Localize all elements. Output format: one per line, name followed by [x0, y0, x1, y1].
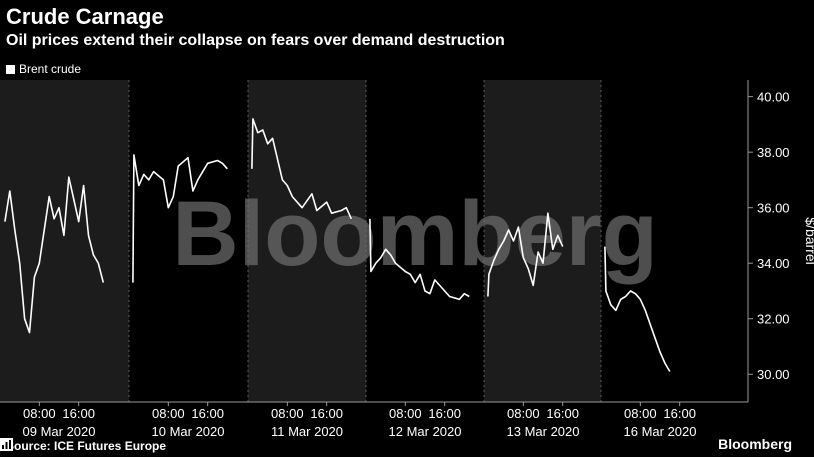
y-axis-title: $/barrel	[803, 217, 814, 264]
day-shade	[248, 80, 366, 402]
brand-label: Bloomberg	[718, 436, 792, 452]
x-time-label: 08:00	[507, 406, 540, 421]
x-time-label: 16:00	[663, 406, 696, 421]
series-line-segment	[4, 176, 105, 334]
x-date-label: 13 Mar 2020	[507, 424, 580, 439]
watermark-text: Bloomberg	[172, 183, 658, 285]
x-date-label: 16 Mar 2020	[624, 424, 697, 439]
y-tick-label: 36.00	[757, 201, 790, 216]
chart-subtitle: Oil prices extend their collapse on fear…	[6, 32, 505, 49]
legend-swatch	[6, 64, 15, 74]
series-line-segment	[132, 154, 228, 283]
x-date-label: 12 Mar 2020	[389, 424, 462, 439]
y-tick-label: 40.00	[757, 90, 790, 105]
legend-label: Brent crude	[19, 62, 82, 76]
x-time-label: 08:00	[23, 406, 56, 421]
y-tick-label: 30.00	[757, 367, 790, 382]
x-time-label: 08:00	[624, 406, 657, 421]
share-icon	[0, 438, 13, 451]
series-line-segment	[604, 246, 671, 372]
series-line-segment	[369, 218, 470, 301]
series-line-segment	[487, 212, 564, 297]
series-line-segment	[251, 118, 353, 220]
day-shade	[0, 80, 129, 402]
x-date-label: 11 Mar 2020	[271, 424, 343, 439]
legend: Brent crude	[6, 62, 81, 76]
x-time-label: 16:00	[428, 406, 461, 421]
x-date-label: 10 Mar 2020	[152, 424, 225, 439]
x-time-label: 16:00	[546, 406, 579, 421]
y-tick-label: 34.00	[757, 256, 790, 271]
x-time-label: 16:00	[62, 406, 95, 421]
chart-title: Crude Carnage	[6, 4, 164, 29]
x-date-label: 09 Mar 2020	[23, 424, 96, 439]
x-time-label: 08:00	[152, 406, 185, 421]
x-time-label: 16:00	[191, 406, 224, 421]
x-time-label: 08:00	[271, 406, 304, 421]
y-tick-label: 32.00	[757, 312, 790, 327]
x-time-label: 08:00	[389, 406, 422, 421]
y-tick-label: 38.00	[757, 145, 790, 160]
source-note: Source: ICE Futures Europe	[6, 439, 167, 453]
x-time-label: 16:00	[310, 406, 343, 421]
